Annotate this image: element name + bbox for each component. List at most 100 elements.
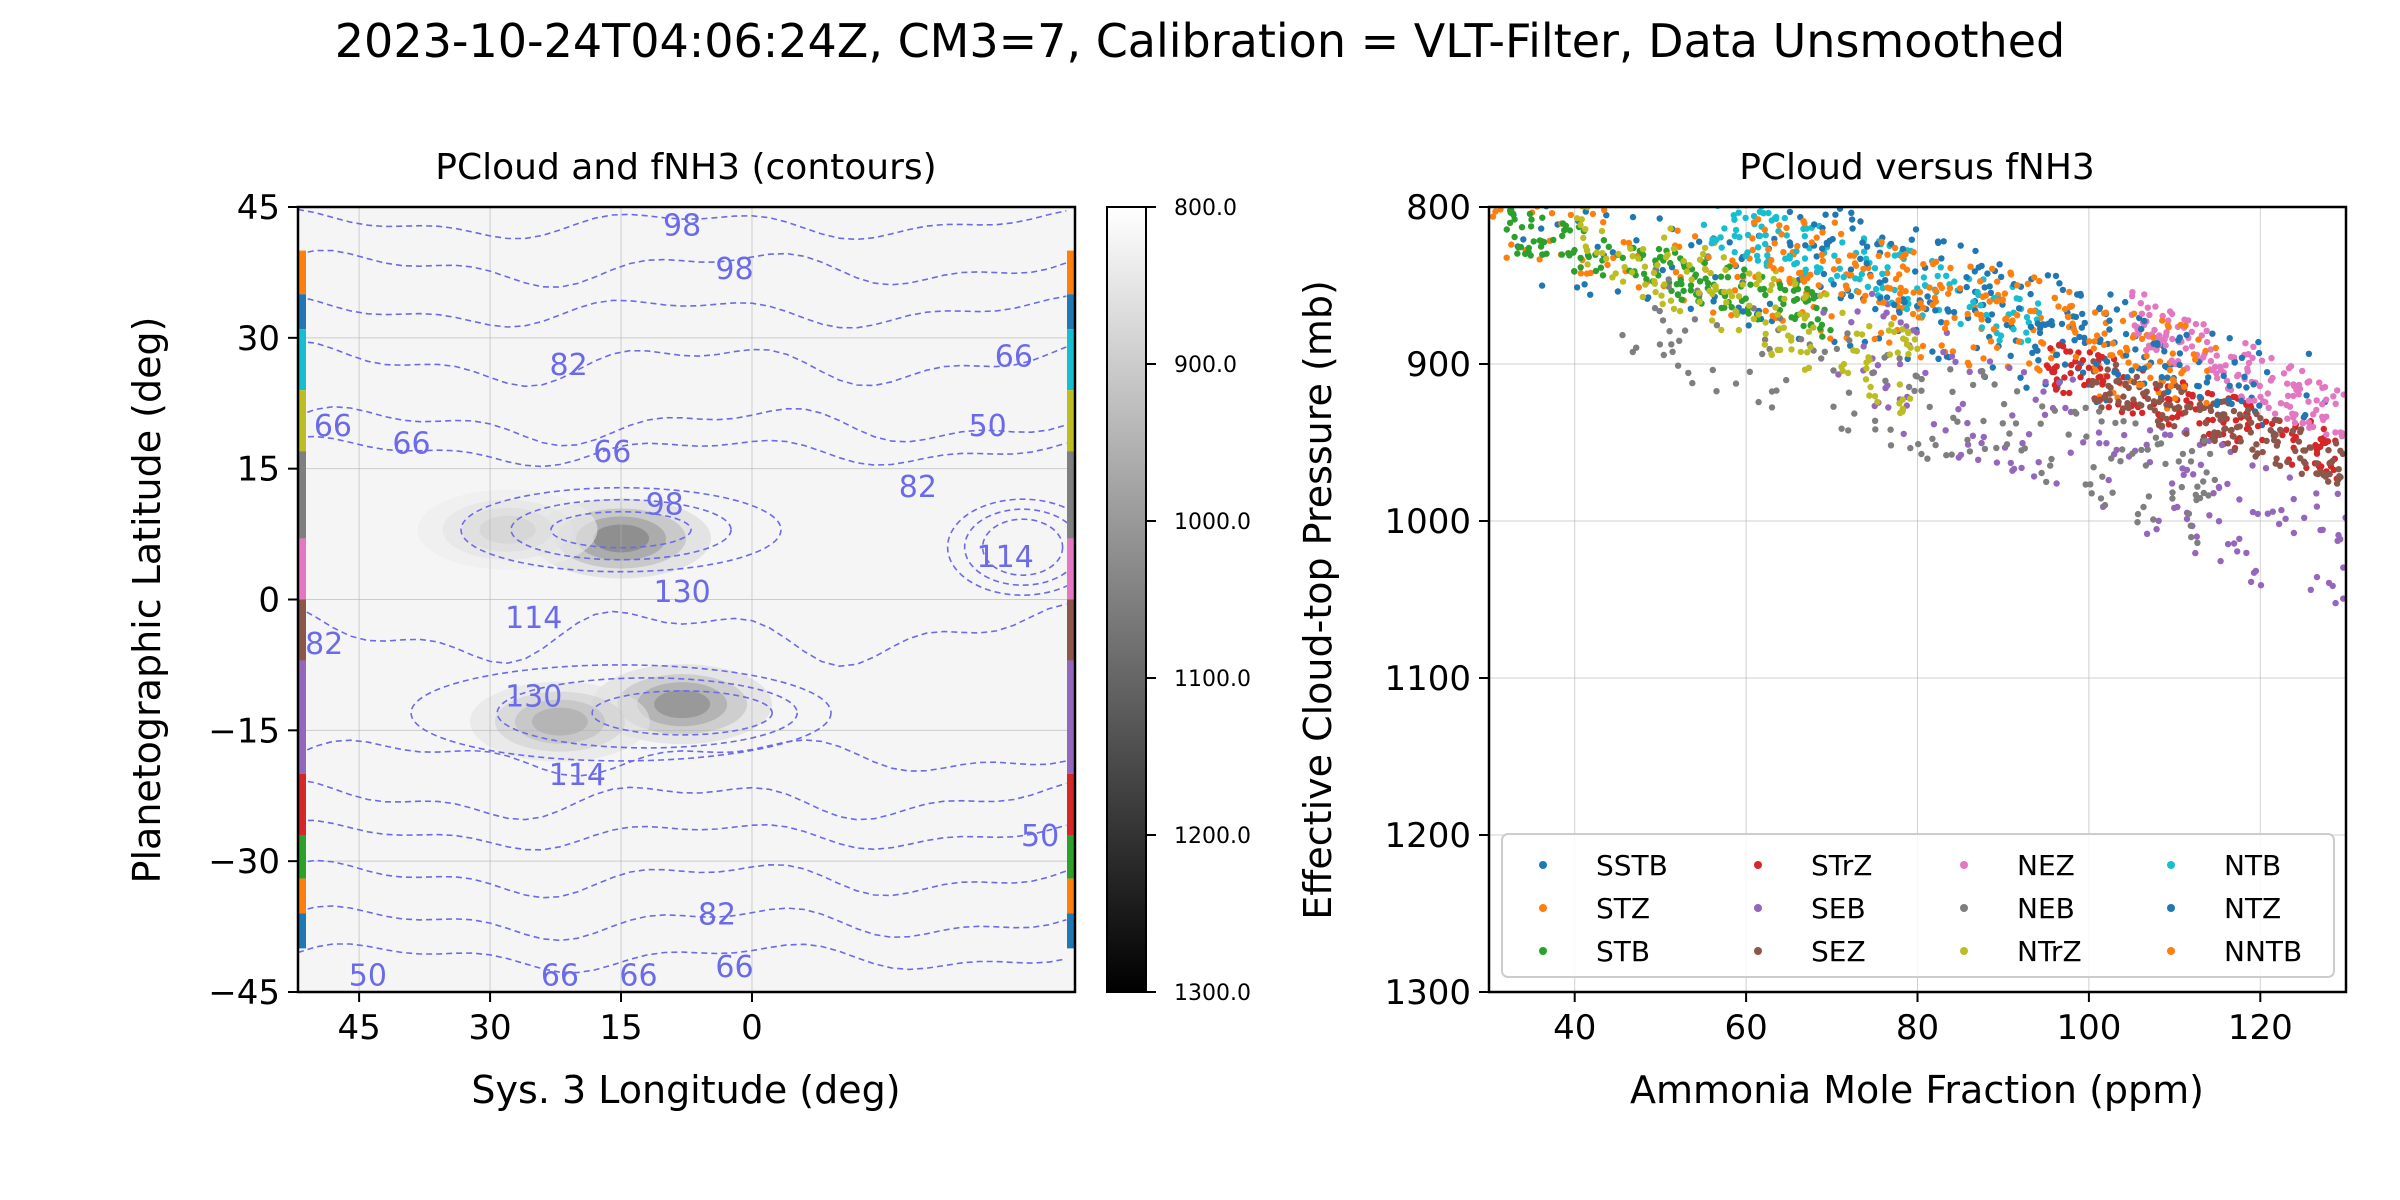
scatter-point-neb (2194, 483, 2201, 490)
map-x-tick-label: 15 (599, 1008, 642, 1048)
scatter-point-stb (1745, 310, 1752, 317)
scatter-point-nez (2330, 393, 2337, 400)
scatter-point-nntb (1880, 299, 1887, 306)
scatter-point-sez (2270, 432, 2278, 440)
scatter-point-ntz (1912, 268, 1919, 275)
scatter-point-sez (2245, 406, 2252, 414)
scatter-point-seb (2040, 388, 2047, 395)
scatter-point-ntrz (1896, 400, 1903, 407)
scatter-point-neb (1685, 369, 1692, 377)
scatter-point-neb (2038, 469, 2045, 477)
scatter-point-seb (2121, 431, 2128, 439)
belt-band-left (298, 390, 306, 452)
scatter-point-ntz (2255, 338, 2262, 346)
scatter-point-sez (2302, 460, 2309, 467)
scatter-point-neb (2185, 510, 2193, 517)
scatter-point-nntb (2092, 367, 2099, 375)
scatter-point-nntb (1846, 252, 1854, 259)
scatter-point-neb (2117, 458, 2124, 465)
scatter-point-seb (2080, 439, 2087, 446)
scatter-point-sstb (1609, 249, 1617, 256)
fnh3-contour-line (298, 340, 1067, 388)
scatter-point-sez (2163, 401, 2170, 408)
scatter-point-ntz (2132, 346, 2139, 353)
scatter-point-seb (2019, 439, 2026, 447)
scatter-point-ntrz (1899, 326, 1906, 333)
scatter-point-ntrz (1642, 281, 1649, 288)
scatter-point-sez (2273, 455, 2280, 462)
scatter-point-stb (1643, 276, 1650, 283)
scatter-point-ntb (1891, 252, 1899, 259)
scatter-point-sez (2221, 411, 2228, 418)
scatter-point-nez (2214, 374, 2221, 382)
scatter-point-sez (2274, 438, 2281, 446)
scatter-point-stb (1540, 238, 1548, 246)
colorbar: 800.0 900.0 1000.0 1100.0 1200.0 1300.0 (1106, 196, 1251, 1006)
scatter-point-stb (1692, 271, 1700, 278)
scatter-point-stb (1518, 224, 1526, 231)
pcloud-dark-region (531, 707, 588, 736)
scatter-point-sez (2259, 448, 2266, 456)
scatter-point-nntb (1842, 282, 1850, 289)
scatter-point-ntrz (1667, 297, 1675, 304)
scatter-point-seb (2230, 540, 2238, 547)
scatter-point-neb (2187, 522, 2194, 529)
scatter-point-nez (2277, 400, 2285, 407)
map-y-tick-label: −30 (208, 842, 280, 882)
scatter-point-ntrz (1651, 278, 1658, 285)
scatter-x-tick-label: 100 (2056, 1008, 2121, 1048)
scatter-point-ntb (1957, 320, 1964, 328)
scatter-point-nez (2137, 300, 2144, 307)
scatter-point-ntrz (1722, 266, 1729, 274)
scatter-point-stb (1667, 259, 1674, 267)
fnh3-contour-line (298, 905, 1067, 942)
scatter-point-ntb (1764, 252, 1771, 259)
scatter-point-stz (1548, 210, 1556, 217)
scatter-point-nntb (1977, 311, 1985, 319)
scatter-point-ntb (1800, 225, 1807, 233)
scatter-point-ntz (1998, 273, 2005, 281)
scatter-point-stb (1747, 281, 1754, 288)
scatter-point-seb (2143, 530, 2151, 537)
scatter-point-ntrz (1580, 234, 1587, 242)
scatter-point-nntb (1765, 246, 1772, 253)
scatter-point-seb (2190, 471, 2197, 478)
scatter-point-sez (2243, 413, 2250, 420)
scatter-point-nntb (1932, 287, 1939, 295)
scatter-point-sez (2237, 438, 2244, 445)
scatter-point-neb (2119, 446, 2126, 453)
scatter-point-stb (1696, 278, 1704, 285)
scatter-point-ntz (1829, 235, 1836, 243)
scatter-point-ntrz (1894, 349, 1902, 356)
scatter-point-ntb (2023, 314, 2031, 321)
scatter-point-stb (1619, 254, 1627, 261)
scatter-point-stb (1599, 272, 1607, 279)
scatter-point-sstb (1538, 225, 1545, 232)
scatter-point-ntrz (1768, 351, 1776, 359)
scatter-point-seb (1860, 343, 1867, 350)
scatter-point-nez (2332, 400, 2339, 407)
scatter-point-neb (1844, 330, 1851, 337)
scatter-point-neb (2048, 455, 2055, 463)
scatter-point-seb (2313, 490, 2320, 497)
scatter-point-nntb (1910, 249, 1917, 256)
scatter-point-sstb (1538, 282, 1546, 289)
contour-label: 114 (977, 540, 1034, 575)
scatter-point-stb (1717, 273, 1725, 280)
belt-band-right (1067, 599, 1075, 661)
scatter-point-nntb (2178, 370, 2185, 377)
scatter-point-stz (1492, 208, 1499, 215)
scatter-point-neb (1830, 403, 1837, 410)
scatter-point-ntb (1983, 311, 1990, 319)
scatter-point-stb (1704, 279, 1712, 287)
scatter-point-ntrz (1802, 293, 1810, 300)
scatter-point-ntb (1801, 233, 1809, 240)
belt-band-left (298, 294, 306, 330)
scatter-point-sez (2253, 410, 2260, 418)
scatter-point-nntb (1815, 282, 1823, 289)
scatter-point-nntb (1794, 242, 1801, 250)
scatter-point-nez (2249, 354, 2256, 362)
scatter-point-ntrz (1755, 311, 1762, 318)
scatter-x-axis-label: Ammonia Mole Fraction (ppm) (1630, 1068, 2204, 1112)
scatter-point-neb (2140, 503, 2147, 511)
